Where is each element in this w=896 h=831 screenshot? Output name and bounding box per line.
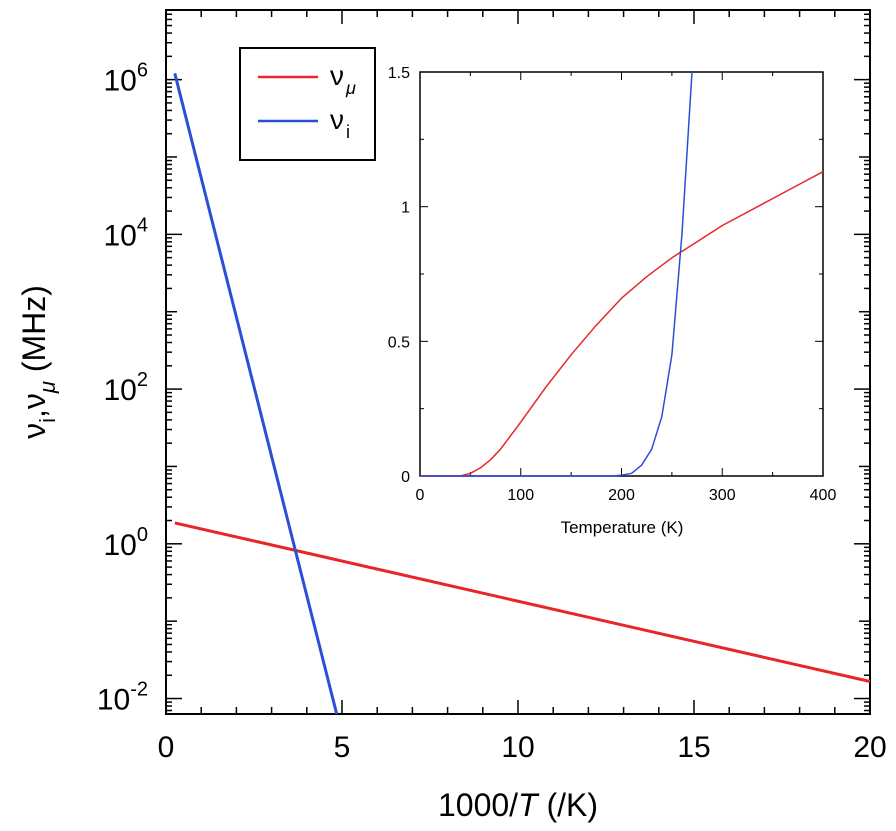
- main-x-axis-title: 1000/T (/K): [438, 787, 598, 823]
- inset-chart: 0 100 200 300 400 0 0.5 1 1.5 Temperature (K): [388, 65, 837, 537]
- main-y-tick-label: 10-2: [97, 679, 148, 717]
- inset-y-tick-label: 1.5: [388, 65, 410, 82]
- main-series-line-nu-i: [173, 73, 339, 715]
- inset-y-tick-label: 1: [401, 200, 410, 217]
- main-y-tick-label: 106: [104, 60, 149, 98]
- inset-x-tick-label: 400: [810, 487, 837, 504]
- inset-x-tick-labels: 0 100 200 300 400: [416, 487, 837, 504]
- main-y-tick-label: 104: [104, 214, 149, 252]
- main-x-tick-label: 15: [677, 731, 710, 764]
- inset-series-line-nu-mu: [420, 171, 824, 477]
- inset-y-tick-label: 0: [401, 469, 410, 486]
- main-y-tick-labels: 10-2 100 102 104 106: [97, 60, 148, 717]
- main-x-tick-label: 5: [334, 731, 351, 764]
- main-x-tick-label: 20: [853, 731, 886, 764]
- legend-box: [239, 47, 376, 161]
- inset-series-line-nu-i: [420, 71, 693, 477]
- main-x-tick-label: 0: [158, 731, 175, 764]
- inset-x-tick-label: 300: [709, 487, 736, 504]
- inset-x-tick-label: 100: [507, 487, 534, 504]
- main-x-tick-labels: 0 5 10 15 20: [158, 731, 887, 764]
- inset-x-tick-label: 0: [416, 487, 425, 504]
- main-x-tick-label: 10: [501, 731, 534, 764]
- inset-y-tick-label: 0.5: [388, 334, 410, 351]
- main-y-tick-label: 100: [104, 524, 149, 562]
- inset-series: [420, 71, 824, 477]
- inset-y-tick-labels: 0 0.5 1 1.5: [388, 65, 410, 486]
- main-ticks: [165, 10, 871, 714]
- main-y-tick-label: 102: [104, 369, 149, 407]
- main-series: [173, 73, 871, 715]
- inset-x-tick-label: 200: [608, 487, 635, 504]
- main-series-line-nu-mu: [174, 521, 871, 683]
- inset-x-axis-title: Temperature (K): [561, 518, 684, 537]
- main-y-axis-title: νi,νμ (MHz): [16, 285, 60, 439]
- inset-plot-frame: [419, 71, 824, 477]
